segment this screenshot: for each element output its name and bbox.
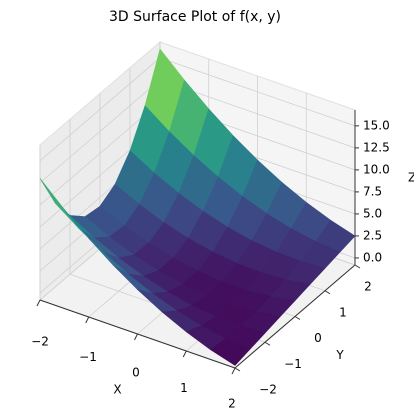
y-tick-label: 0 [314, 331, 322, 345]
grid-line [39, 79, 161, 184]
grid-line [159, 57, 356, 127]
x-tick [36, 299, 41, 307]
z-tick-label: 0.0 [363, 250, 382, 264]
x-axis-label: X [113, 383, 121, 397]
y-axis-line [234, 264, 356, 369]
x-axis-line [39, 299, 236, 369]
z-tick-label: 10.0 [363, 162, 390, 176]
x-tick [85, 316, 90, 324]
grid-line [39, 57, 161, 162]
y-tick [264, 341, 271, 346]
x-tick-label: −2 [31, 335, 49, 349]
grid-line [39, 101, 161, 206]
x-tick-label: 0 [132, 366, 140, 380]
y-tick-label: −2 [259, 383, 277, 397]
z-tick-label: 2.5 [363, 228, 382, 242]
x-tick-label: −1 [79, 350, 97, 364]
chart-title: 3D Surface Plot of f(x, y) [109, 9, 281, 25]
y-tick-label: 1 [339, 305, 347, 319]
y-tick-label: 2 [364, 280, 372, 294]
z-tick-label: 12.5 [363, 140, 390, 154]
z-tick-label: 5.0 [363, 206, 382, 220]
y-tick [324, 290, 331, 295]
z-tick-label: 7.5 [363, 184, 382, 198]
surface-patch [210, 338, 251, 366]
y-tick [234, 367, 241, 372]
x-tick-label: 1 [180, 381, 188, 395]
y-tick-label: −1 [284, 357, 302, 371]
x-tick [134, 333, 138, 341]
x-tick-label: 2 [228, 397, 236, 411]
z-tick-label: 15.0 [363, 118, 390, 132]
x-tick [182, 350, 187, 358]
z-axis-label: Z [408, 171, 414, 185]
x-tick [231, 367, 236, 375]
y-axis-label: Y [335, 348, 344, 362]
y-tick [354, 264, 361, 269]
y-tick [294, 316, 301, 320]
